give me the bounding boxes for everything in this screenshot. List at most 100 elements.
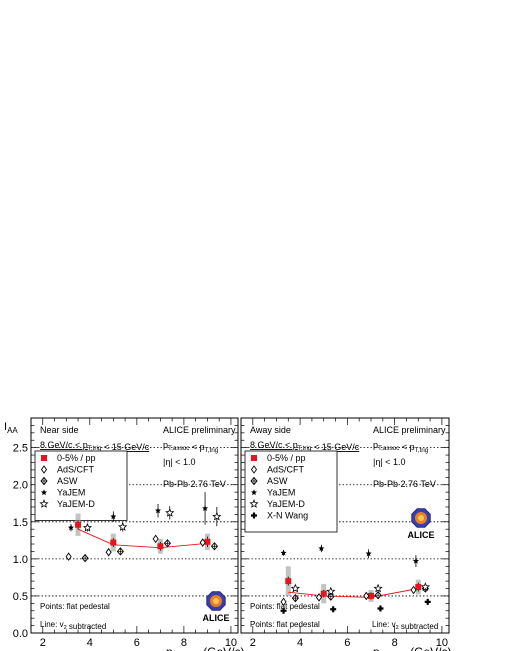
- data-point: [67, 524, 75, 531]
- legend-label: ASW: [57, 476, 78, 486]
- data-point: [291, 593, 299, 603]
- y-tick-label: 2.5: [13, 443, 28, 455]
- alice-logo-center: [213, 598, 219, 604]
- legend-marker: [249, 499, 259, 508]
- data-point-cross: [82, 554, 89, 562]
- legend-marker: [40, 489, 48, 496]
- note-line: Line: v2 subtracted: [372, 620, 438, 631]
- data-point: [290, 583, 300, 593]
- alice-logo: ALICE: [203, 591, 230, 623]
- legend-label: YaJEM: [57, 488, 85, 498]
- legend-box: [34, 450, 128, 521]
- legend-label: YaJEM: [267, 488, 295, 498]
- legend-marker: [250, 476, 258, 486]
- data-point: [280, 549, 287, 556]
- legend-label: 0-5% / pp: [57, 453, 96, 463]
- data-point: [420, 582, 430, 591]
- data-point: [105, 547, 112, 557]
- data-point: [154, 507, 162, 514]
- x-tick-label: 4: [87, 637, 93, 649]
- data-point-cross: [327, 593, 334, 601]
- legend-label: X-N Wang: [267, 511, 308, 521]
- eta-text: |η| < 1.0: [373, 457, 405, 467]
- x-tick-label: 6: [344, 637, 350, 649]
- y-tick-label: 1.5: [13, 517, 28, 529]
- kinematics-left: 8 GeV/c < pT,trig < 15 GeV/c: [40, 440, 150, 452]
- x-axis-label-left: pT,assoc (GeV/c): [166, 645, 244, 651]
- panel-header-right: ALICE preliminary: [373, 425, 446, 435]
- data-point: [110, 513, 117, 520]
- legend-label: ASW: [267, 476, 288, 486]
- legend-label: AdS/CFT: [57, 465, 95, 475]
- x-tick-label: 2: [40, 637, 46, 649]
- kinematics-right: pT,assoc < pT,trig: [163, 440, 219, 454]
- data-point: [204, 538, 211, 545]
- data-point: [110, 539, 117, 546]
- legend-marker: [40, 465, 48, 474]
- system-text: Pb-Pb 2.76 TeV: [163, 479, 226, 489]
- legend-marker: [40, 476, 48, 486]
- data-point: [363, 591, 370, 601]
- legend-label: YaJEM-D: [267, 499, 305, 509]
- data-point: [212, 511, 222, 521]
- data-point: [326, 586, 336, 596]
- y-tick-label: 1.0: [13, 554, 28, 566]
- y-axis-label: IAA: [4, 421, 18, 435]
- near-side-panel: 0.0 0.5 1.0 1.5 2.0 2.5 2 4 6 8 10 Near side ALICE p…: [13, 417, 239, 649]
- alice-logo-center: [418, 515, 424, 521]
- data-point: [163, 539, 172, 548]
- legend-label: 0-5% / pp: [267, 453, 306, 463]
- x-tick-label: 4: [297, 637, 303, 649]
- legend-marker: [250, 489, 258, 496]
- data-point-cross: [292, 594, 299, 602]
- data-point: [365, 550, 372, 557]
- data-point: [377, 605, 384, 612]
- legend-box: [244, 450, 338, 533]
- data-point: [199, 538, 206, 547]
- data-point: [202, 505, 209, 512]
- data-point: [320, 590, 327, 597]
- plot-frame: [240, 417, 450, 634]
- data-point: [210, 542, 219, 551]
- note-points: Points: flat pedestal: [250, 602, 320, 611]
- data-point: [410, 585, 417, 595]
- data-point: [327, 592, 335, 601]
- away-side-panel: 2 4 6 8 10 Away side ALICE preliminary 8 GeV/c …: [240, 417, 450, 649]
- data-point: [116, 547, 124, 556]
- data-point-cross: [117, 547, 124, 555]
- x-tick-label: 8: [392, 637, 398, 649]
- data-point: [165, 508, 175, 517]
- data-point-cross: [211, 542, 218, 550]
- legend-marker: [251, 512, 257, 519]
- plot-frame: [30, 417, 239, 634]
- panel-header-right: ALICE preliminary: [163, 425, 236, 435]
- data-point: [330, 606, 337, 613]
- note-points-bottom: Points: flat pedestal: [250, 620, 320, 629]
- data-point: [82, 522, 93, 532]
- legend-marker: [250, 465, 258, 474]
- panel-title: Away side: [250, 425, 291, 435]
- data-point: [152, 534, 159, 544]
- legend-label: AdS/CFT: [267, 465, 305, 475]
- note-line: Line: v2 subtracted: [40, 620, 106, 631]
- v2-subtracted-line: [77, 528, 208, 549]
- system-text: Pb-Pb 2.76 TeV: [373, 479, 436, 489]
- data-point: [285, 578, 292, 585]
- data-point: [65, 552, 72, 561]
- data-point: [374, 590, 382, 600]
- data-point-cross: [164, 539, 171, 547]
- x-tick-label: 10: [225, 637, 237, 649]
- x-tick-label: 10: [436, 637, 448, 649]
- y-tick-label: 0.5: [13, 591, 28, 603]
- legend-marker: [41, 455, 47, 461]
- kinematics-left: 8 GeV/c < pT,trig < 15 GeV/c: [250, 440, 360, 452]
- data-point: [415, 584, 422, 591]
- data-point: [157, 543, 164, 550]
- legend-marker: [251, 455, 257, 461]
- alice-logo-text: ALICE: [203, 613, 230, 623]
- data-point: [373, 583, 383, 593]
- data-point-cross: [375, 591, 382, 599]
- data-point: [315, 593, 323, 602]
- x-tick-label: 8: [181, 637, 187, 649]
